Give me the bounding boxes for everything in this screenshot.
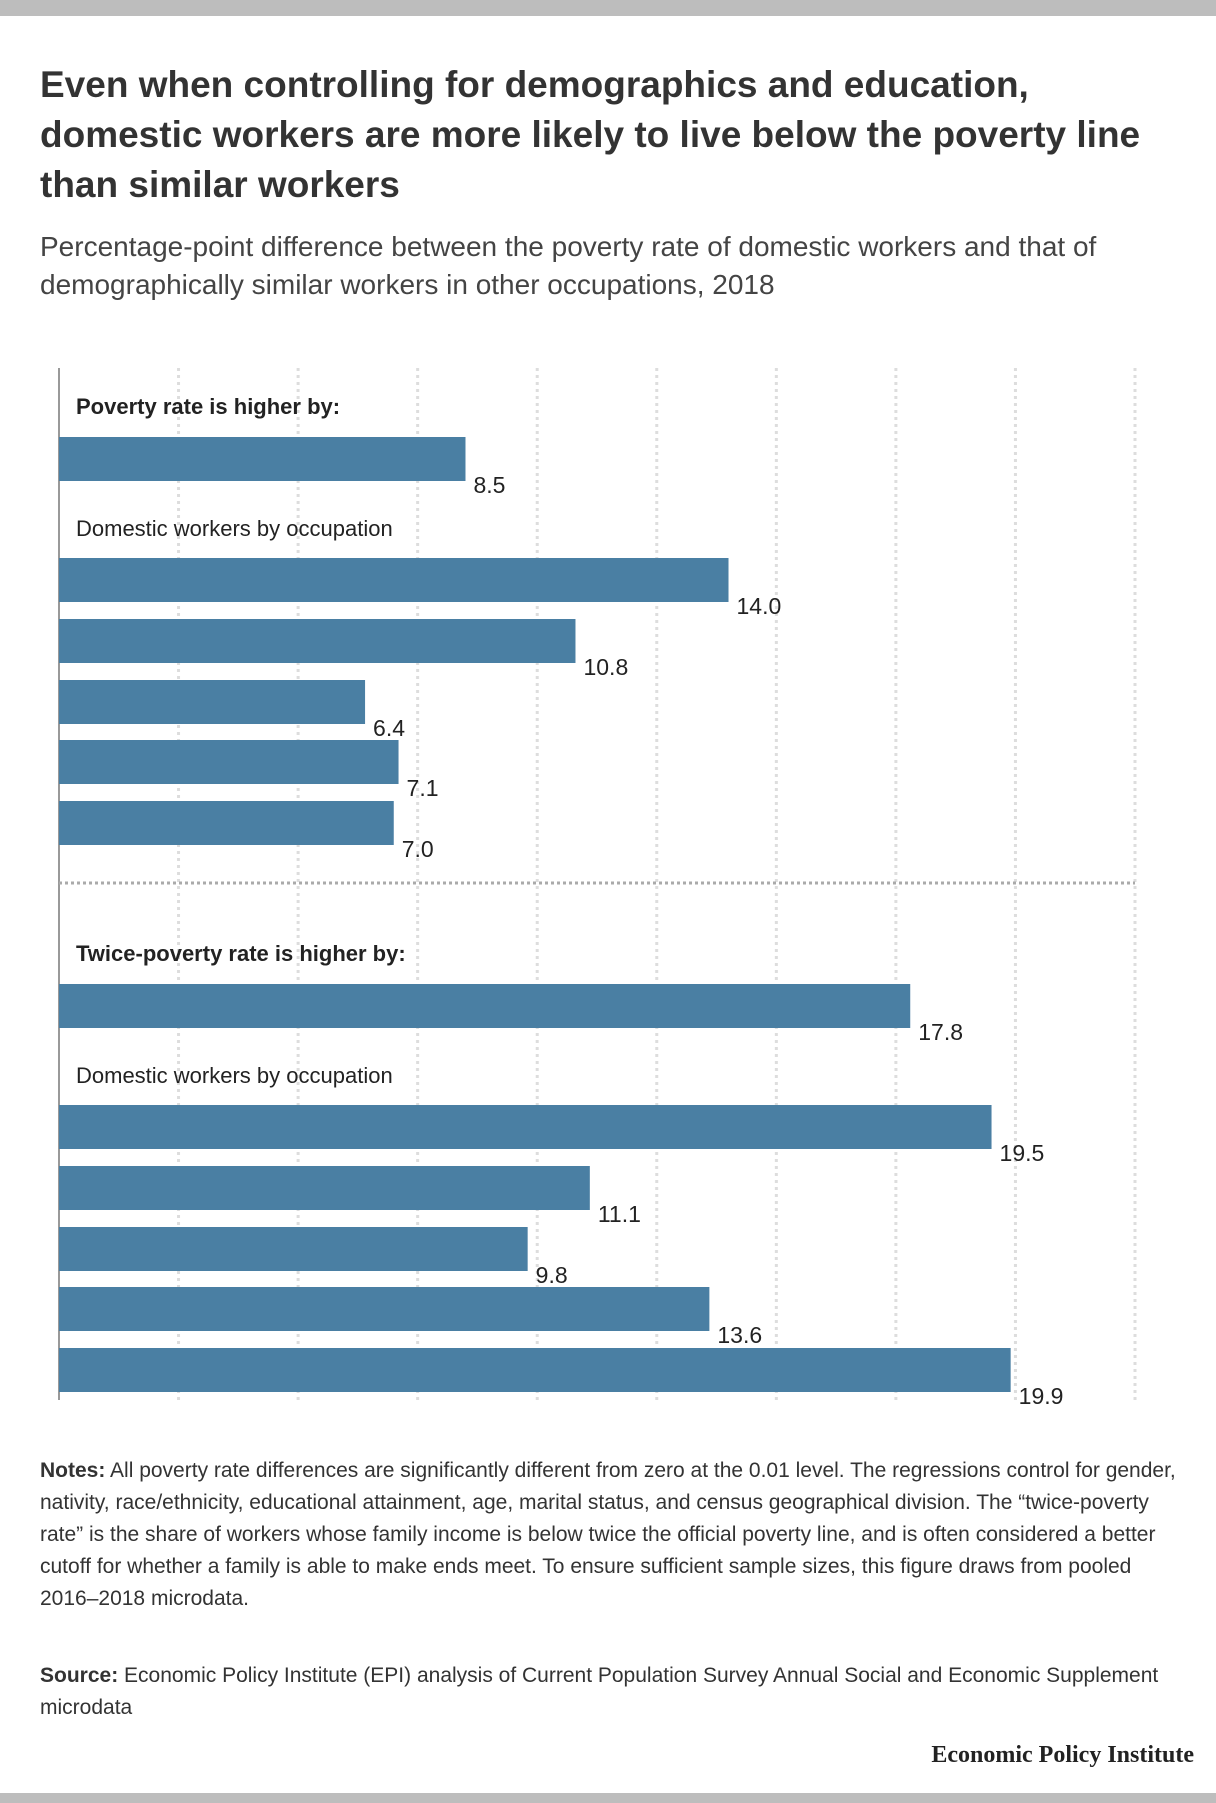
source: Source: Economic Policy Institute (EPI) … bbox=[40, 1660, 1190, 1724]
panel-heading: Twice-poverty rate is higher by: bbox=[76, 941, 406, 966]
bar bbox=[59, 1166, 590, 1210]
bar bbox=[59, 984, 911, 1028]
chart: Poverty rate is higher by: Domestic worke… bbox=[58, 368, 1137, 1409]
bar bbox=[59, 1105, 992, 1149]
bar bbox=[59, 1287, 710, 1331]
chart-subtitle: Percentage-point difference between the … bbox=[40, 231, 1097, 300]
value-label: 9.8 bbox=[536, 1262, 568, 1288]
value-label: 7.0 bbox=[402, 836, 434, 862]
panel-subheading: Domestic workers by occupation bbox=[76, 516, 393, 541]
notes-label: Notes: bbox=[40, 1459, 106, 1482]
panel-subheading: Domestic workers by occupation bbox=[76, 1063, 393, 1088]
bottom-rule bbox=[0, 1793, 1216, 1803]
bar bbox=[59, 437, 466, 481]
bar bbox=[59, 619, 576, 663]
value-label: 10.8 bbox=[583, 654, 628, 680]
value-label: 19.9 bbox=[1019, 1383, 1064, 1409]
value-label: 7.1 bbox=[407, 775, 439, 801]
value-label: 13.6 bbox=[717, 1322, 762, 1348]
value-label: 17.8 bbox=[918, 1019, 963, 1045]
top-rule bbox=[0, 0, 1216, 16]
panel-heading: Poverty rate is higher by: bbox=[76, 394, 340, 419]
bar bbox=[59, 680, 366, 724]
notes: Notes: All poverty rate differences are … bbox=[40, 1455, 1190, 1615]
bar bbox=[59, 558, 729, 602]
value-label: 19.5 bbox=[1000, 1140, 1045, 1166]
value-label: 14.0 bbox=[737, 593, 782, 619]
value-label: 8.5 bbox=[473, 472, 505, 498]
brand: Economic Policy Institute bbox=[931, 1742, 1194, 1768]
bar bbox=[59, 740, 399, 784]
notes-text: All poverty rate differences are signifi… bbox=[40, 1459, 1176, 1610]
source-label: Source: bbox=[40, 1664, 119, 1687]
bar bbox=[59, 1348, 1011, 1392]
chart-title: Even when controlling for demographics a… bbox=[40, 64, 1141, 205]
value-label: 11.1 bbox=[598, 1201, 641, 1227]
value-label: 6.4 bbox=[373, 715, 405, 741]
bar bbox=[59, 801, 394, 845]
source-text: Economic Policy Institute (EPI) analysis… bbox=[40, 1664, 1159, 1719]
bar bbox=[59, 1227, 528, 1271]
